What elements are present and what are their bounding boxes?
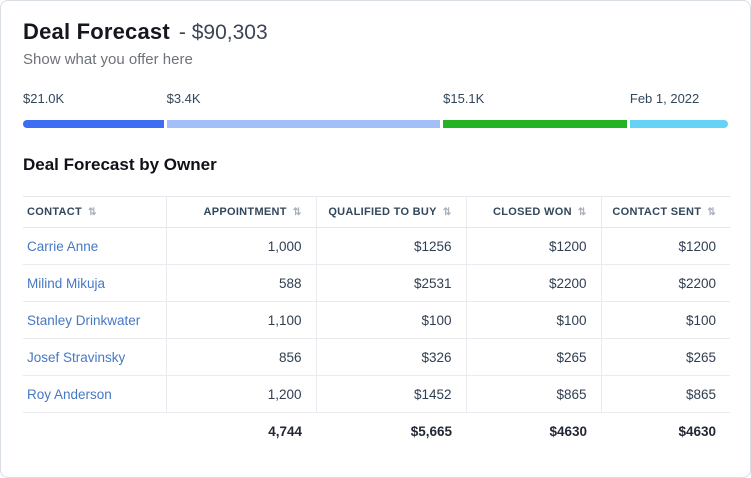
- contact-sent-cell: $100: [601, 301, 730, 339]
- section-title: Deal Forecast by Owner: [23, 155, 217, 174]
- column-header-appointment[interactable]: APPOINTMENT ⇅: [166, 196, 317, 228]
- appointment-cell: 1,000: [166, 227, 317, 265]
- totals-contact-sent: $4630: [678, 423, 716, 439]
- closed-won-cell: $1200: [466, 227, 602, 265]
- qualified-to-buy-cell: $1256: [316, 227, 467, 265]
- table-row: Josef Stravinsky 856 $326 $265 $265: [23, 338, 730, 376]
- contact-cell: Roy Anderson: [23, 375, 167, 413]
- appointment-cell: 588: [166, 264, 317, 302]
- contact-sent-cell: $265: [601, 338, 730, 376]
- forecast-bar-label: $21.0K: [23, 91, 65, 106]
- forecast-bar-label: $15.1K: [443, 91, 485, 106]
- totals-qualified-to-buy: $5,665: [410, 423, 452, 439]
- contact-sent-cell: $2200: [601, 264, 730, 302]
- closed-won-cell: $2200: [466, 264, 602, 302]
- deal-forecast-table: CONTACT ⇅ APPOINTMENT ⇅ QUALIFIED TO BUY ⇅ …: [23, 196, 730, 450]
- sort-icon: ⇅: [577, 207, 587, 218]
- appointment-cell: 856: [166, 338, 317, 376]
- forecast-bar-segment: [166, 120, 441, 128]
- column-header-contact-sent[interactable]: CONTACT SENT ⇅: [601, 196, 730, 228]
- qualified-to-buy-cell: $2531: [316, 264, 467, 302]
- column-header-qualified-to-buy[interactable]: QUALIFIED TO BUY ⇅: [316, 196, 467, 228]
- page-subtitle: Show what you offer here: [23, 51, 193, 68]
- contact-link[interactable]: Carrie Anne: [27, 238, 99, 254]
- appointment-cell: 1,200: [166, 375, 317, 413]
- contact-cell: Carrie Anne: [23, 227, 167, 265]
- contact-link[interactable]: Roy Anderson: [27, 386, 112, 402]
- contact-cell: Stanley Drinkwater: [23, 301, 167, 339]
- qualified-to-buy-cell: $326: [316, 338, 467, 376]
- table-row: Roy Anderson 1,200 $1452 $865 $865: [23, 375, 730, 413]
- column-label: APPOINTMENT: [203, 206, 287, 218]
- totals-appointment: 4,744: [268, 423, 302, 439]
- column-label: CONTACT SENT: [612, 206, 702, 218]
- table-row: Stanley Drinkwater 1,100 $100 $100 $100: [23, 301, 730, 339]
- closed-won-cell: $100: [466, 301, 602, 339]
- table-row: Carrie Anne 1,000 $1256 $1200 $1200: [23, 227, 730, 265]
- appointment-cell: 1,100: [166, 301, 317, 339]
- totals-row: 4,744 $5,665 $4630 $4630: [23, 413, 730, 450]
- contact-link[interactable]: Milind Mikuja: [27, 275, 106, 291]
- page-amount: - $90,303: [178, 21, 268, 44]
- column-label: CONTACT: [27, 206, 83, 218]
- column-label: CLOSED WON: [493, 206, 572, 218]
- column-header-closed-won[interactable]: CLOSED WON ⇅: [466, 196, 602, 228]
- forecast-bar: [23, 120, 728, 128]
- contact-cell: Josef Stravinsky: [23, 338, 167, 376]
- column-label: QUALIFIED TO BUY: [328, 206, 437, 218]
- sort-icon: ⇅: [707, 207, 716, 218]
- forecast-bar-label: $3.4K: [166, 91, 201, 106]
- totals-empty-cell: [23, 413, 166, 450]
- forecast-bar-label: Feb 1, 2022: [629, 91, 700, 106]
- qualified-to-buy-cell: $1452: [316, 375, 467, 413]
- forecast-bar-segment: [23, 120, 164, 128]
- table-header-row: CONTACT ⇅ APPOINTMENT ⇅ QUALIFIED TO BUY ⇅ …: [23, 196, 730, 228]
- totals-closed-won: $4630: [549, 423, 587, 439]
- closed-won-cell: $265: [466, 338, 602, 376]
- page-header: Deal Forecast - $90,303: [23, 19, 728, 45]
- page-title: Deal Forecast: [23, 19, 170, 44]
- sort-icon: ⇅: [292, 207, 302, 218]
- qualified-to-buy-cell: $100: [316, 301, 467, 339]
- contact-sent-cell: $1200: [601, 227, 730, 265]
- forecast-bar-segment: [443, 120, 627, 128]
- sort-icon: ⇅: [442, 207, 452, 218]
- closed-won-cell: $865: [466, 375, 602, 413]
- table-row: Milind Mikuja 588 $2531 $2200 $2200: [23, 264, 730, 302]
- contact-link[interactable]: Stanley Drinkwater: [27, 312, 141, 328]
- forecast-bar-labels: $21.0K $3.4K $15.1K Feb 1, 2022: [23, 91, 728, 106]
- contact-cell: Milind Mikuja: [23, 264, 167, 302]
- column-header-contact[interactable]: CONTACT ⇅: [23, 196, 167, 228]
- sort-icon: ⇅: [88, 207, 97, 218]
- contact-sent-cell: $865: [601, 375, 730, 413]
- contact-link[interactable]: Josef Stravinsky: [27, 349, 126, 365]
- forecast-bar-segment: [629, 120, 728, 128]
